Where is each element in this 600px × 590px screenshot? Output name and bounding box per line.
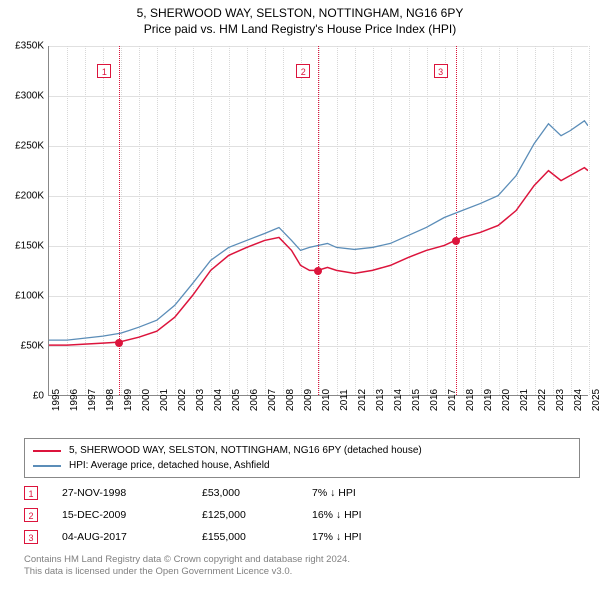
title-subtitle: Price paid vs. HM Land Registry's House … (0, 22, 600, 36)
legend-swatch (33, 465, 61, 467)
chart-plot-area: 1 2 3 (48, 46, 588, 396)
sale-date: 04-AUG-2017 (62, 531, 202, 543)
footer-line: This data is licensed under the Open Gov… (24, 566, 350, 578)
title-block: 5, SHERWOOD WAY, SELSTON, NOTTINGHAM, NG… (0, 0, 600, 36)
y-axis-label: £100K (15, 291, 44, 302)
y-axis-label: £200K (15, 191, 44, 202)
legend-item: HPI: Average price, detached house, Ashf… (33, 458, 571, 473)
sale-hpi-diff: 17% ↓ HPI (312, 531, 422, 543)
footer-attribution: Contains HM Land Registry data © Crown c… (24, 554, 350, 579)
sale-hpi-diff: 7% ↓ HPI (312, 487, 422, 499)
sale-price: £155,000 (202, 531, 312, 543)
sale-marker-box: 1 (97, 64, 111, 78)
sale-marker-box: 3 (434, 64, 448, 78)
sale-marker-number: 3 (24, 530, 38, 544)
sale-marker-number: 2 (24, 508, 38, 522)
y-axis-label: £50K (21, 341, 44, 352)
sale-price: £53,000 (202, 487, 312, 499)
sale-date: 27-NOV-1998 (62, 487, 202, 499)
y-axis-label: £0 (33, 391, 44, 402)
y-axis-label: £350K (15, 41, 44, 52)
series-line-price_paid (49, 168, 588, 345)
title-address: 5, SHERWOOD WAY, SELSTON, NOTTINGHAM, NG… (0, 6, 600, 20)
x-axis-label: 2025 (591, 389, 600, 411)
sale-marker-number: 1 (24, 486, 38, 500)
footer-line: Contains HM Land Registry data © Crown c… (24, 554, 350, 566)
y-axis-label: £150K (15, 241, 44, 252)
legend-swatch (33, 450, 61, 452)
sale-date: 15-DEC-2009 (62, 509, 202, 521)
legend-label: HPI: Average price, detached house, Ashf… (69, 460, 270, 471)
sales-row: 1 27-NOV-1998 £53,000 7% ↓ HPI (24, 482, 422, 504)
sale-price: £125,000 (202, 509, 312, 521)
legend-label: 5, SHERWOOD WAY, SELSTON, NOTTINGHAM, NG… (69, 445, 422, 456)
sale-marker-dot (115, 339, 123, 347)
legend-item: 5, SHERWOOD WAY, SELSTON, NOTTINGHAM, NG… (33, 443, 571, 458)
sale-marker-dot (314, 267, 322, 275)
chart-lines-svg (49, 46, 588, 395)
sales-table: 1 27-NOV-1998 £53,000 7% ↓ HPI 2 15-DEC-… (24, 482, 422, 548)
series-line-hpi (49, 121, 588, 340)
grid-line-v (589, 46, 590, 395)
sale-marker-dot (452, 237, 460, 245)
y-axis-label: £300K (15, 91, 44, 102)
sales-row: 3 04-AUG-2017 £155,000 17% ↓ HPI (24, 526, 422, 548)
y-axis-label: £250K (15, 141, 44, 152)
sale-hpi-diff: 16% ↓ HPI (312, 509, 422, 521)
chart-legend: 5, SHERWOOD WAY, SELSTON, NOTTINGHAM, NG… (24, 438, 580, 478)
sales-row: 2 15-DEC-2009 £125,000 16% ↓ HPI (24, 504, 422, 526)
chart-container: 5, SHERWOOD WAY, SELSTON, NOTTINGHAM, NG… (0, 0, 600, 590)
sale-marker-box: 2 (296, 64, 310, 78)
